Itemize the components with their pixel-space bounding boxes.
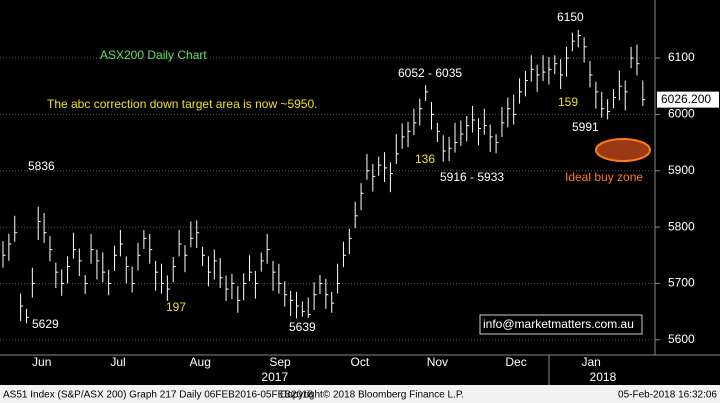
annotation: Ideal buy zone — [565, 170, 643, 184]
annotation: 5836 — [28, 159, 55, 173]
annotation: 197 — [166, 300, 186, 314]
annotation: 159 — [558, 95, 578, 109]
annotation: 136 — [415, 152, 435, 166]
x-tick-label: Nov — [427, 355, 448, 369]
annotation: 6052 - 6035 — [398, 66, 462, 80]
x-tick-label: Sep — [269, 355, 291, 369]
y-tick-label: 5700 — [668, 276, 695, 290]
info-box — [479, 314, 643, 335]
annotation: 5629 — [32, 317, 59, 331]
x-tick-label: Jun — [32, 355, 51, 369]
footer-right: 05-Feb-2018 16:32:06 — [618, 390, 717, 401]
annotation: The abc correction down target area is n… — [47, 97, 318, 111]
y-tick-label: 5600 — [668, 332, 695, 346]
annotation: 5916 - 5933 — [440, 170, 504, 184]
y-tick-label: 5800 — [668, 219, 695, 233]
y-tick-label: 5900 — [668, 163, 695, 177]
last-price-label: 6026.200 — [661, 92, 711, 106]
y-tick-label: 6000 — [668, 107, 695, 121]
x-tick-label: Jan — [581, 355, 600, 369]
x-tick-label: Oct — [351, 355, 370, 369]
year-label: 2017 — [261, 370, 288, 384]
x-tick-label: Dec — [505, 355, 526, 369]
x-tick-label: Jul — [110, 355, 125, 369]
annotation: 6150 — [557, 10, 584, 24]
annotation: 5639 — [289, 320, 316, 334]
last-price-box — [657, 91, 719, 108]
annotation: ASX200 Daily Chart — [100, 48, 207, 62]
footer-bg — [0, 385, 720, 403]
year-label: 2018 — [590, 370, 617, 384]
footer-left: AS51 Index (S&P/ASX 200) Graph 217 Daily… — [3, 390, 314, 401]
footer-center: Copyright© 2018 Bloomberg Finance L.P. — [280, 390, 464, 401]
x-tick-label: Aug — [190, 355, 211, 369]
y-tick-label: 6100 — [668, 50, 695, 64]
annotation: 5991 — [572, 120, 599, 134]
annotation: info@marketmatters.com.au — [483, 317, 634, 331]
buy-zone-ellipse — [595, 138, 651, 162]
